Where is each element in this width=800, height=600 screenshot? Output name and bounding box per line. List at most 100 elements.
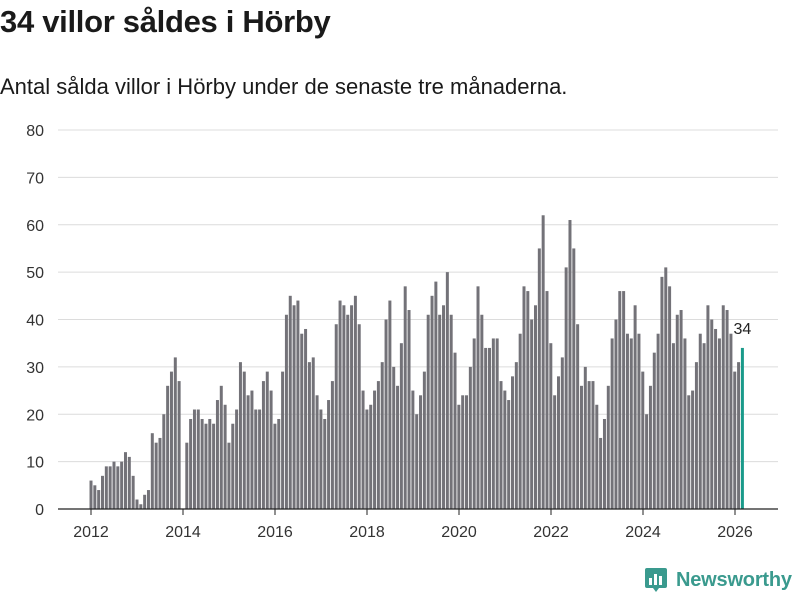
- bar: [721, 305, 725, 509]
- bar: [530, 319, 534, 509]
- bar: [560, 357, 564, 509]
- bar: [146, 490, 150, 509]
- bar: [388, 300, 392, 509]
- bar: [645, 414, 649, 509]
- bar: [576, 324, 580, 509]
- y-tick-label-80: 80: [26, 123, 44, 140]
- bar: [281, 371, 285, 509]
- bar: [384, 319, 388, 509]
- bar: [338, 300, 342, 509]
- bar: [434, 281, 438, 509]
- bar: [89, 480, 93, 509]
- bar: [426, 314, 430, 509]
- bar: [495, 338, 499, 509]
- bar: [242, 371, 246, 509]
- bar: [189, 418, 193, 509]
- bar: [154, 442, 158, 509]
- bar-chart: 0 10 20 30 40 50 60 70 80 34 2012 2014 2016 2018 2020 2…: [26, 123, 778, 541]
- bar: [549, 343, 553, 509]
- bar: [215, 400, 219, 509]
- bar: [675, 314, 679, 509]
- bar: [380, 362, 384, 509]
- bar: [204, 423, 208, 509]
- bar: [587, 381, 591, 509]
- bar: [192, 409, 196, 509]
- bar: [97, 490, 101, 509]
- bar: [327, 400, 331, 509]
- bar: [246, 395, 250, 509]
- bar: [265, 371, 269, 509]
- bar: [173, 357, 177, 509]
- bar: [503, 390, 507, 509]
- bar: [307, 362, 311, 509]
- bar: [392, 366, 396, 510]
- bar: [288, 295, 292, 509]
- bar: [334, 324, 338, 509]
- bar: [583, 366, 587, 510]
- bar: [231, 423, 235, 509]
- bar: [166, 385, 170, 509]
- bar: [250, 390, 254, 509]
- bar: [445, 272, 449, 510]
- bar: [169, 371, 173, 509]
- bar: [629, 338, 633, 509]
- bar: [625, 333, 629, 509]
- bar: [499, 381, 503, 509]
- bar: [648, 385, 652, 509]
- y-tick-label-70: 70: [26, 170, 44, 187]
- bar: [411, 390, 415, 509]
- bar: [725, 310, 729, 509]
- bar: [633, 305, 637, 509]
- bar: [422, 371, 426, 509]
- bar: [698, 333, 702, 509]
- bar: [606, 385, 610, 509]
- bar: [292, 305, 296, 509]
- bar: [346, 314, 350, 509]
- bar: [403, 286, 407, 509]
- bar: [415, 414, 419, 509]
- bar: [472, 338, 476, 509]
- newsworthy-brand: Newsworthy: [644, 566, 792, 594]
- bar: [687, 395, 691, 509]
- bar: [660, 276, 664, 509]
- bar: [304, 328, 308, 509]
- bar: [373, 390, 377, 509]
- bar: [618, 291, 622, 509]
- bar: [514, 362, 518, 509]
- bar: [108, 466, 112, 509]
- bar: [488, 347, 491, 509]
- bar: [104, 466, 108, 509]
- bar: [131, 475, 135, 509]
- bar: [135, 499, 139, 509]
- bar: [691, 390, 695, 509]
- x-tick-label-2024: 2024: [625, 524, 661, 541]
- bar: [710, 319, 714, 509]
- bar: [733, 371, 737, 509]
- bar: [579, 385, 583, 509]
- newsworthy-chart-icon: [645, 568, 667, 592]
- bar: [123, 452, 127, 509]
- bar: [261, 381, 265, 509]
- x-tick-label-2018: 2018: [349, 524, 385, 541]
- bar: [602, 418, 606, 509]
- y-tick-label-20: 20: [26, 407, 44, 424]
- bar: [537, 248, 541, 509]
- bar: [150, 433, 154, 509]
- bar: [476, 286, 480, 509]
- x-tick-label-2016: 2016: [257, 524, 293, 541]
- bar: [671, 343, 675, 509]
- bar: [319, 409, 323, 509]
- bar: [127, 456, 131, 509]
- bar: [376, 381, 380, 509]
- bar: [706, 305, 710, 509]
- bar: [599, 437, 603, 509]
- bar: [702, 343, 706, 509]
- latest-value-label: 34: [734, 321, 752, 338]
- bar: [564, 267, 568, 509]
- bar: [238, 362, 242, 509]
- bar: [323, 418, 327, 509]
- bar: [637, 333, 641, 509]
- bar: [200, 418, 204, 509]
- bar: [614, 319, 618, 509]
- chart-subtitle: Antal sålda villor i Hörby under de sena…: [0, 74, 568, 99]
